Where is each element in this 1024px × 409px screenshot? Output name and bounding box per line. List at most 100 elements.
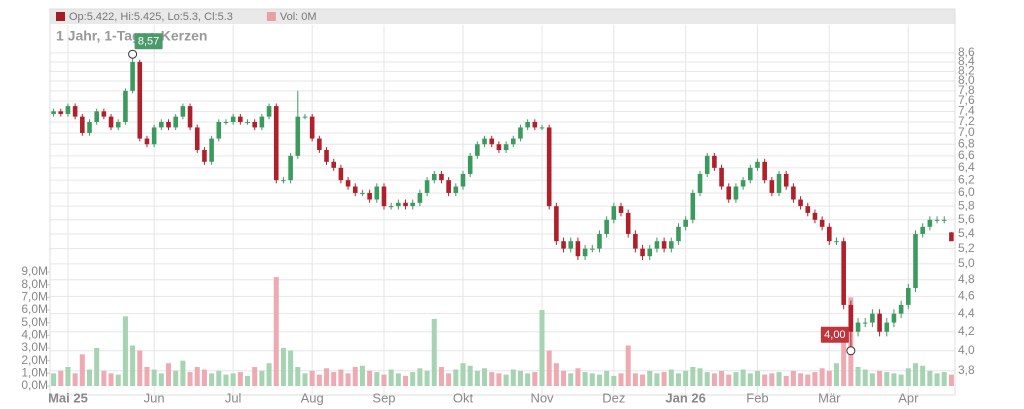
candle-body bbox=[238, 116, 243, 122]
y-tick-label: 4,0 bbox=[958, 343, 975, 357]
candle-body bbox=[819, 219, 825, 227]
candle-body bbox=[101, 111, 107, 117]
candle-body bbox=[194, 127, 200, 151]
volume-bar bbox=[137, 350, 143, 386]
candle-body bbox=[209, 138, 214, 162]
volume-bar bbox=[711, 373, 717, 386]
candle-body bbox=[776, 173, 782, 193]
candle-body bbox=[862, 322, 868, 324]
volume-bar bbox=[941, 372, 947, 386]
volume-bar bbox=[790, 370, 796, 386]
volume-bar bbox=[245, 375, 251, 386]
candle-body bbox=[568, 241, 574, 249]
volume-bar bbox=[209, 373, 215, 386]
candle-body bbox=[424, 180, 430, 193]
volume-bar bbox=[180, 360, 186, 386]
chart-subtitle: 1 Jahr, 1-Tages-Kerzen bbox=[56, 28, 207, 44]
y2-tick-label: 3,0M bbox=[21, 340, 48, 354]
candle-body bbox=[827, 226, 832, 242]
candle-body bbox=[561, 241, 566, 249]
volume-bar bbox=[338, 369, 344, 386]
volume-bar bbox=[467, 365, 473, 386]
candle-body bbox=[740, 180, 746, 187]
volume-bar bbox=[647, 370, 653, 386]
candle-body bbox=[704, 155, 710, 174]
volume-bar bbox=[668, 369, 674, 386]
candle-body bbox=[525, 121, 530, 128]
volume-bar bbox=[618, 373, 624, 386]
volume-bar bbox=[273, 277, 279, 386]
candle-body bbox=[582, 248, 588, 257]
candle-body bbox=[539, 127, 545, 129]
candle-body bbox=[489, 138, 495, 145]
volume-bar bbox=[776, 372, 782, 386]
candle-body bbox=[374, 186, 380, 200]
annotation-box bbox=[820, 326, 849, 343]
volume-bar bbox=[912, 363, 919, 386]
candle-body bbox=[611, 206, 617, 220]
candle-body bbox=[87, 121, 92, 133]
candle-body bbox=[302, 116, 308, 118]
volume-bar bbox=[690, 367, 696, 386]
volume-bar bbox=[891, 373, 897, 386]
candle-body bbox=[941, 219, 947, 221]
volume-bar bbox=[833, 363, 840, 386]
volume-bar bbox=[819, 368, 825, 386]
volume-bar bbox=[589, 373, 595, 386]
volume-bar bbox=[374, 372, 380, 386]
x-tick-label: Jan 26 bbox=[665, 390, 705, 405]
volume-bar bbox=[216, 370, 222, 386]
volume-bar bbox=[65, 367, 71, 386]
candle-body bbox=[733, 186, 739, 200]
volume-bar bbox=[747, 373, 753, 386]
y2-tick-label: 2,0M bbox=[21, 353, 48, 367]
volume-bar bbox=[417, 368, 423, 386]
y-tick-label: 5,0 bbox=[958, 256, 975, 270]
candle-body bbox=[719, 167, 724, 187]
volume-bar bbox=[841, 341, 847, 386]
volume-bar bbox=[115, 374, 121, 386]
candle-body bbox=[417, 192, 423, 203]
volume-bar bbox=[675, 373, 681, 386]
candle-body bbox=[625, 212, 631, 234]
y-tick-label: 5,6 bbox=[958, 212, 975, 226]
candle-body bbox=[518, 127, 523, 139]
candle-body bbox=[496, 144, 502, 151]
candle-body bbox=[410, 202, 416, 207]
volume-bar bbox=[309, 370, 315, 386]
candle-body bbox=[467, 155, 473, 174]
candle-body bbox=[618, 206, 624, 213]
candle-body bbox=[726, 186, 732, 200]
volume-bar bbox=[460, 363, 466, 386]
volume-bar bbox=[187, 372, 193, 386]
volume-bar bbox=[762, 374, 768, 386]
candle-body bbox=[144, 138, 150, 145]
y-tick-label: 4,6 bbox=[958, 289, 975, 303]
volume-bar bbox=[532, 372, 538, 386]
volume-bar bbox=[884, 372, 890, 386]
y2-tick-label: 1,0M bbox=[21, 366, 48, 380]
candle-body bbox=[898, 304, 904, 314]
candle-body bbox=[309, 116, 315, 139]
legend-swatch bbox=[56, 12, 65, 21]
candle-body bbox=[654, 241, 660, 249]
candle-body bbox=[137, 62, 143, 139]
x-tick-label: Dez bbox=[602, 390, 625, 405]
y2-tick-label: 9,0M bbox=[21, 264, 48, 278]
candle-body bbox=[166, 121, 171, 128]
candle-body bbox=[834, 241, 839, 243]
candle-body bbox=[281, 180, 286, 182]
annotation-label: 4,00 bbox=[824, 329, 845, 341]
candle-body bbox=[187, 106, 193, 128]
volume-bar bbox=[223, 374, 229, 386]
volume-bar bbox=[661, 372, 667, 386]
volume-bar bbox=[252, 367, 258, 386]
candle-body bbox=[453, 186, 459, 193]
candle-body bbox=[906, 287, 911, 305]
volume-bar bbox=[525, 373, 531, 386]
volume-bar bbox=[173, 370, 179, 386]
candle-body bbox=[668, 241, 674, 249]
candle-body bbox=[791, 186, 796, 200]
volume-bar bbox=[855, 367, 861, 386]
candle-body bbox=[597, 233, 602, 249]
